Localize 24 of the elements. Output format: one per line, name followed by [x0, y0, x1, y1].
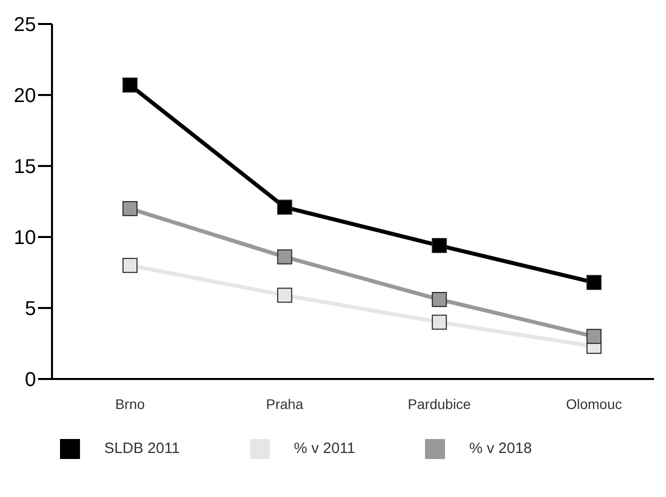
point — [586, 274, 602, 290]
x-tick-label: Pardubice — [408, 396, 472, 412]
point — [277, 288, 292, 303]
x-tick-label: Brno — [115, 396, 145, 412]
point — [432, 314, 447, 330]
y-tick-label: 10 — [14, 227, 36, 250]
legend-label: SLDB 2011 — [104, 440, 180, 458]
legend-label: % v 2018 — [469, 440, 532, 458]
point — [432, 238, 447, 254]
point — [122, 78, 138, 93]
point — [277, 200, 292, 215]
y-tick-label: 0 — [24, 369, 36, 392]
y-tick-label: 20 — [14, 85, 36, 108]
point — [277, 249, 292, 264]
y-tick-label: 5 — [24, 298, 36, 320]
point — [122, 201, 138, 216]
y-tick-label: 15 — [14, 156, 36, 178]
x-tick-label: Praha — [266, 396, 304, 412]
point — [586, 328, 602, 344]
legend-label: % v 2011 — [294, 440, 356, 458]
x-tick-label: Olomouc — [566, 396, 622, 412]
y-tick-label: 25 — [14, 14, 36, 36]
point — [122, 258, 138, 273]
point — [432, 292, 447, 307]
